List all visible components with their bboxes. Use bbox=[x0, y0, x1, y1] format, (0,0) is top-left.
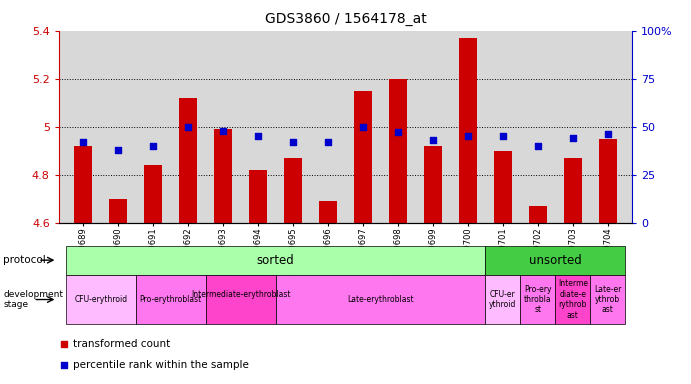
Bar bbox=[249, 170, 267, 223]
Point bbox=[182, 124, 193, 130]
Text: Late-er
ythrob
ast: Late-er ythrob ast bbox=[594, 285, 621, 314]
Point bbox=[283, 88, 294, 94]
Bar bbox=[485, 246, 625, 275]
Point bbox=[148, 143, 159, 149]
Point bbox=[113, 147, 124, 153]
Bar bbox=[75, 146, 92, 223]
Text: GDS3860 / 1564178_at: GDS3860 / 1564178_at bbox=[265, 12, 426, 25]
Bar bbox=[144, 165, 162, 223]
Bar bbox=[529, 206, 547, 223]
Bar bbox=[284, 158, 302, 223]
Text: percentile rank within the sample: percentile rank within the sample bbox=[73, 360, 249, 370]
Bar bbox=[180, 98, 197, 223]
Bar bbox=[520, 275, 556, 324]
Text: Pro-erythroblast: Pro-erythroblast bbox=[140, 295, 202, 304]
Bar bbox=[319, 201, 337, 223]
Point bbox=[462, 133, 473, 139]
Bar bbox=[276, 275, 485, 324]
Point bbox=[428, 137, 439, 143]
Point bbox=[77, 139, 88, 145]
Point bbox=[567, 135, 578, 141]
Point bbox=[283, 280, 294, 286]
Bar bbox=[354, 91, 372, 223]
Text: unsorted: unsorted bbox=[529, 254, 582, 266]
Bar bbox=[424, 146, 442, 223]
Text: CFU-er
ythroid: CFU-er ythroid bbox=[489, 290, 517, 309]
Bar bbox=[66, 275, 135, 324]
Bar bbox=[66, 246, 485, 275]
Point bbox=[498, 133, 509, 139]
Bar bbox=[459, 38, 477, 223]
Text: development
stage: development stage bbox=[3, 290, 64, 309]
Bar bbox=[590, 275, 625, 324]
Bar bbox=[389, 79, 407, 223]
Bar bbox=[556, 275, 590, 324]
Point bbox=[218, 127, 229, 134]
Bar bbox=[206, 275, 276, 324]
Text: Pro-ery
throbla
st: Pro-ery throbla st bbox=[524, 285, 551, 314]
Text: CFU-erythroid: CFU-erythroid bbox=[74, 295, 127, 304]
Bar bbox=[599, 139, 616, 223]
Bar bbox=[109, 199, 127, 223]
Point bbox=[252, 133, 263, 139]
Point bbox=[392, 129, 404, 136]
Text: Intermediate-erythroblast: Intermediate-erythroblast bbox=[191, 290, 290, 309]
Bar bbox=[485, 275, 520, 324]
Bar bbox=[135, 275, 206, 324]
Bar bbox=[564, 158, 582, 223]
Text: protocol: protocol bbox=[3, 255, 46, 265]
Bar bbox=[494, 151, 511, 223]
Text: Interme
diate-e
rythrob
ast: Interme diate-e rythrob ast bbox=[558, 280, 588, 319]
Text: sorted: sorted bbox=[256, 254, 294, 266]
Text: Late-erythroblast: Late-erythroblast bbox=[347, 295, 414, 304]
Point bbox=[323, 139, 334, 145]
Text: transformed count: transformed count bbox=[73, 339, 170, 349]
Point bbox=[287, 139, 299, 145]
Bar bbox=[214, 129, 232, 223]
Point bbox=[603, 131, 614, 137]
Point bbox=[357, 124, 368, 130]
Point bbox=[532, 143, 543, 149]
